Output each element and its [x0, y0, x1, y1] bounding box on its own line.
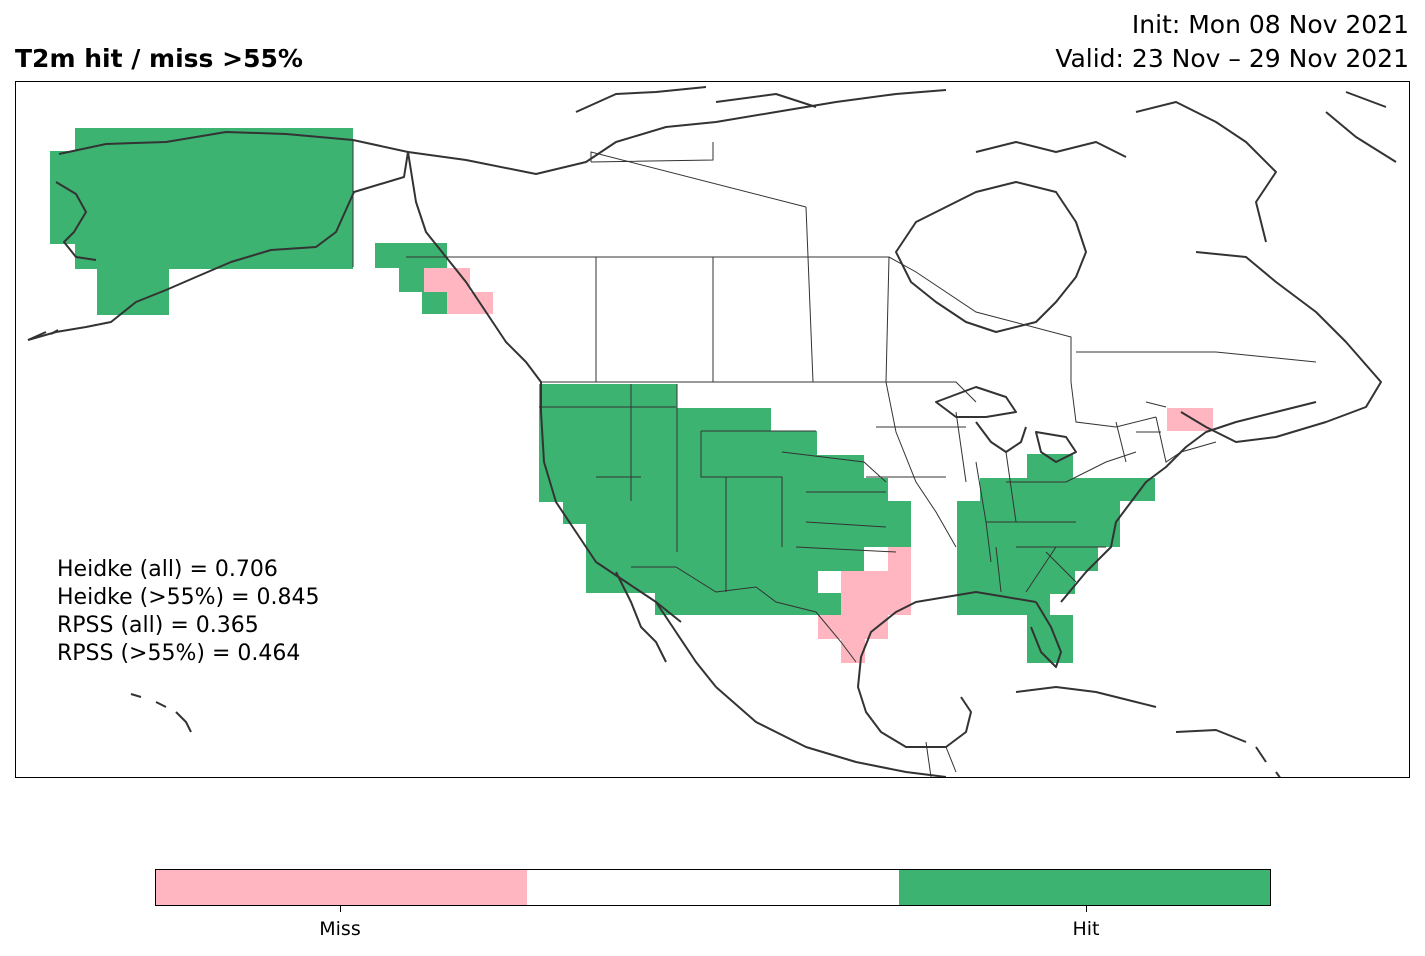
heidke-above-55: Heidke (>55%) = 0.845: [57, 585, 320, 610]
colorbar-neutral-segment: [527, 870, 899, 905]
borders: [352, 140, 1317, 777]
skill-scores: Heidke (all) = 0.706 Heidke (>55%) = 0.8…: [57, 556, 320, 668]
north-america-map: [27, 86, 1397, 777]
colorbar-miss-segment: [156, 870, 528, 905]
miss-cells: [424, 268, 1213, 663]
coastlines: [27, 86, 1397, 777]
colorbar-tick-miss: [340, 906, 341, 912]
hit-cells: [50, 128, 1155, 663]
valid-period: Valid: 23 Nov – 29 Nov 2021: [1055, 44, 1409, 73]
map-title: T2m hit / miss >55%: [15, 44, 303, 73]
colorbar-hit-segment: [898, 870, 1270, 905]
init-date: Init: Mon 08 Nov 2021: [1131, 10, 1409, 39]
colorbar-label-miss: Miss: [319, 918, 361, 940]
rpss-above-55: RPSS (>55%) = 0.464: [57, 641, 301, 666]
colorbar-label-hit: Hit: [1072, 918, 1100, 940]
colorbar-tick-hit: [1086, 906, 1087, 912]
map-panel: [15, 81, 1410, 778]
colorbar: [155, 869, 1271, 906]
heidke-all: Heidke (all) = 0.706: [57, 557, 278, 582]
rpss-all: RPSS (all) = 0.365: [57, 613, 259, 638]
